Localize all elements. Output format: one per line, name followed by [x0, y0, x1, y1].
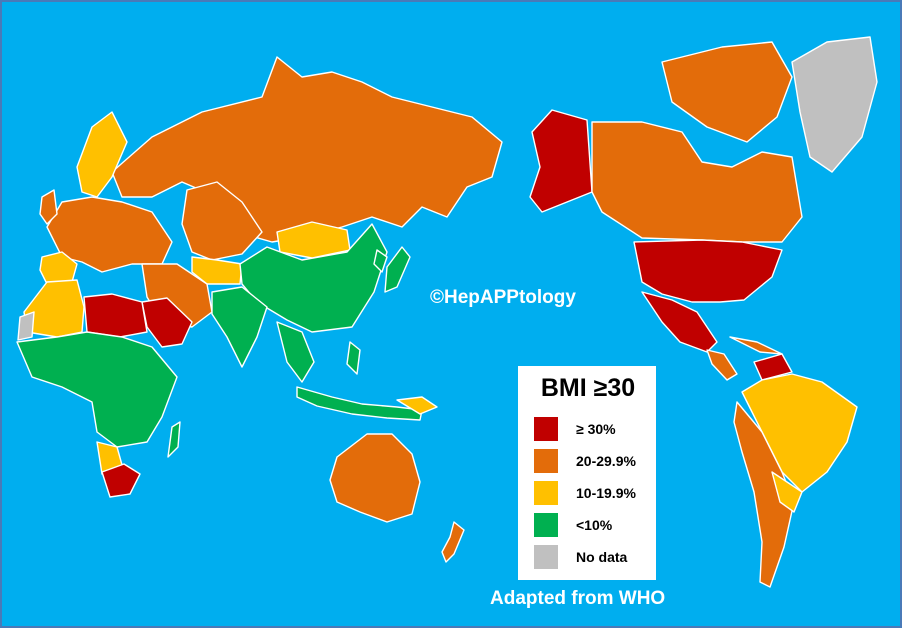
region-alaska — [529, 109, 593, 213]
region-mexico — [641, 291, 718, 353]
region-usa — [633, 239, 783, 303]
region-japan — [384, 246, 411, 293]
region-britain — [39, 189, 58, 225]
legend-label: 10-19.9% — [576, 485, 636, 501]
region-andes — [733, 401, 795, 588]
region-venezuela — [753, 353, 793, 381]
region-argentina-yellow — [771, 471, 803, 513]
region-central-africa — [16, 331, 178, 448]
legend-item: 10-19.9% — [534, 477, 642, 509]
legend-title: BMI ≥30 — [540, 374, 636, 402]
legend-item: ≥ 30% — [534, 413, 642, 445]
region-south-africa — [101, 463, 141, 498]
credit-text: Adapted from WHO — [490, 588, 666, 609]
legend-label: <10% — [576, 517, 613, 533]
region-kazakhstan — [181, 181, 263, 261]
legend-label: No data — [576, 549, 628, 565]
region-madagascar — [167, 421, 181, 458]
legend-swatch — [534, 449, 558, 473]
region-india — [211, 286, 268, 368]
legend-swatch — [534, 513, 558, 537]
region-australia — [329, 433, 421, 523]
legend-label: ≥ 30% — [576, 421, 616, 437]
legend-swatch — [534, 417, 558, 441]
region-western-europe — [46, 196, 173, 273]
legend-label: 20-29.9% — [576, 453, 636, 469]
region-korea — [373, 249, 388, 273]
legend-item: 20-29.9% — [534, 445, 642, 477]
region-canadian-islands — [661, 41, 793, 143]
watermark-text: ©HepAPPtology — [430, 287, 576, 308]
region-new-zealand — [441, 521, 465, 563]
region-canada — [591, 121, 803, 243]
region-scandinavia — [76, 111, 128, 198]
legend-swatch — [534, 545, 558, 569]
legend-swatch — [534, 481, 558, 505]
region-central-america — [706, 349, 738, 381]
region-west-sahara — [17, 311, 35, 341]
region-indonesia — [296, 386, 423, 421]
region-russia — [111, 56, 503, 243]
region-arabia — [141, 297, 193, 348]
region-central-asia — [191, 256, 243, 285]
region-southeast-asia — [276, 321, 315, 383]
region-greenland — [791, 36, 878, 173]
region-new-guinea — [396, 396, 438, 415]
legend-box: BMI ≥30 ≥ 30% 20-29.9% 10-19.9% <10% No … — [518, 366, 656, 580]
region-caribbean — [729, 336, 783, 355]
region-philippines — [346, 341, 361, 375]
region-north-africa-red — [83, 293, 148, 338]
legend-item: No data — [534, 541, 642, 573]
legend-item: <10% — [534, 509, 642, 541]
